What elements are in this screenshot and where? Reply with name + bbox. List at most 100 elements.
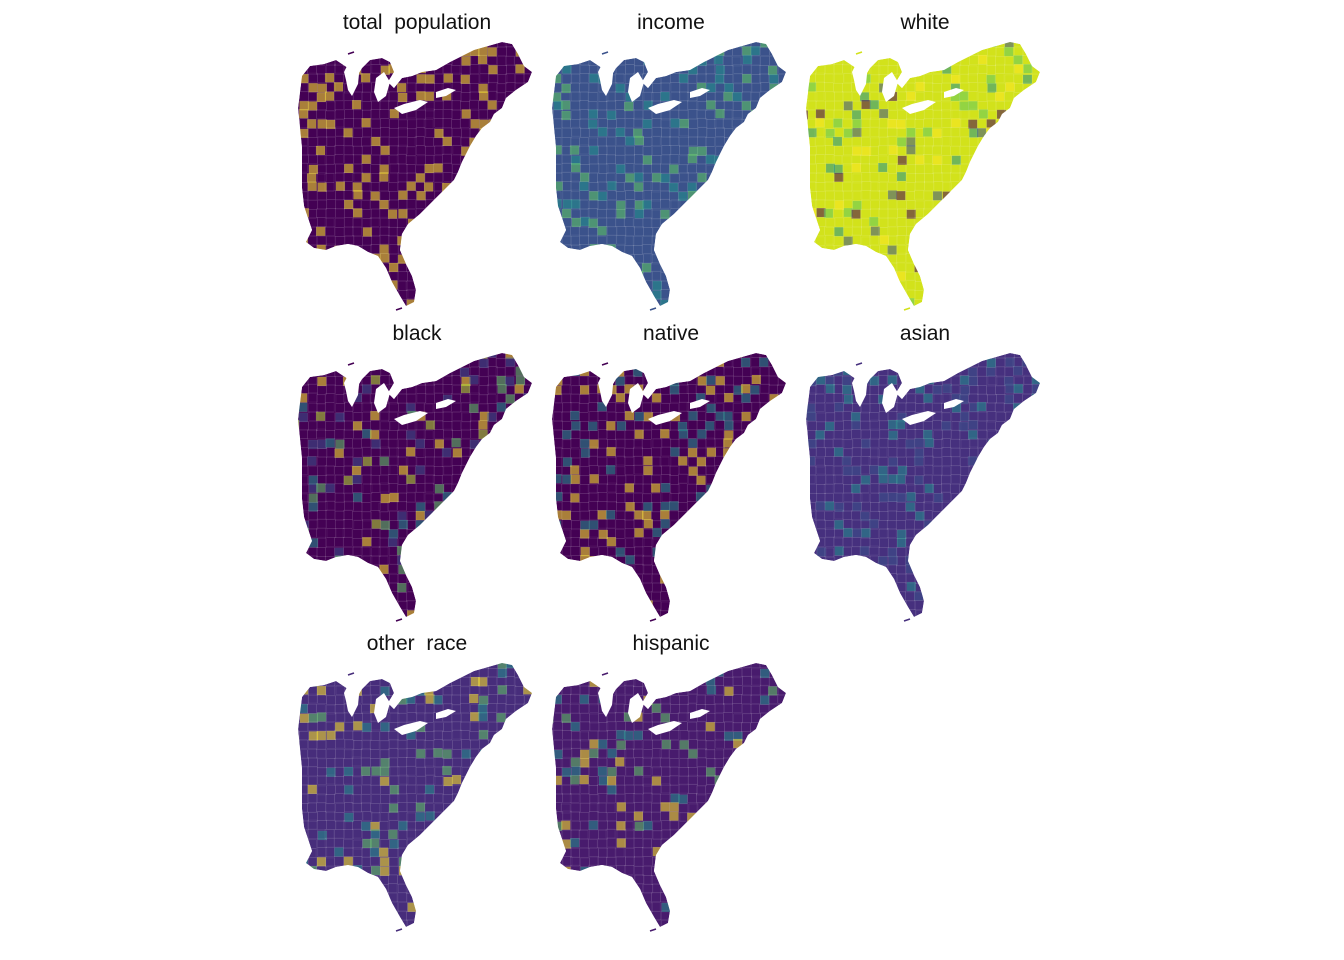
county-tile [806,271,816,282]
county-tile [769,163,779,174]
county-tile [570,493,580,503]
county-tile [299,100,309,111]
county-tile [533,501,542,510]
county-tile [643,181,653,191]
county-tile [687,501,697,511]
county-tile [552,271,553,281]
county-tile [504,493,515,503]
county-tile [352,353,362,358]
county-tile [950,145,960,156]
panel-title: native [642,322,700,345]
county-tile [951,290,961,300]
county-tile [750,100,760,110]
county-tile [487,218,497,229]
county-tile [778,466,786,477]
county-tile [732,556,743,566]
county-tile [1031,217,1040,227]
county-tile [298,465,300,475]
county-tile [714,235,724,245]
county-tile [788,91,797,100]
county-tile [985,190,996,200]
county-tile [670,145,681,155]
county-tile [298,281,299,291]
county-tile [451,492,462,502]
county-tile [523,384,532,394]
county-tile [669,430,680,440]
county-tile [1041,412,1050,421]
county-tile [533,281,542,290]
county-tile [606,253,616,263]
county-tile [451,565,461,575]
county-tile [978,280,988,291]
county-tile [389,402,399,412]
county-tile [505,145,516,156]
county-tile [788,300,797,309]
county-tile [1040,429,1049,438]
county-tile [661,262,671,273]
county-tile [308,383,318,394]
county-tile [996,173,1006,183]
county-tile [787,385,796,394]
county-tile [597,592,608,603]
county-tile [787,403,796,412]
county-tile [905,270,915,281]
county-tile [851,209,861,219]
county-tile [553,491,563,502]
county-tile [1031,411,1040,422]
county-tile [967,65,978,76]
county-tile [478,519,489,530]
county-tile [514,464,524,475]
county-tile [496,563,506,574]
county-tile [995,42,1005,48]
county-tile [887,164,898,174]
county-tile [334,42,344,49]
county-tile [668,46,679,56]
county-tile [769,56,779,66]
county-tile [777,55,786,65]
county-tile [352,245,362,255]
county-tile [552,198,562,209]
county-tile [488,73,498,84]
county-tile [816,190,826,201]
county-tile [505,82,516,92]
county-tile [896,366,907,376]
county-tile [552,353,555,360]
county-tile [824,299,834,306]
county-tile [760,601,770,612]
county-tile [370,510,380,520]
county-tile [587,376,598,386]
county-tile [642,546,652,556]
county-tile [378,546,389,556]
county-tile [451,465,462,475]
county-tile [615,164,626,174]
county-tile [298,109,309,119]
county-tile [651,601,662,611]
county-tile [424,510,434,521]
county-tile [759,492,769,503]
county-tile [298,357,299,367]
county-tile [506,429,516,440]
county-tile [442,519,453,529]
county-tile [597,510,607,520]
county-tile [670,484,681,494]
county-tile [479,358,489,368]
county-tile [579,208,590,218]
county-tile [741,91,752,102]
county-tile [353,91,363,101]
county-tile [552,555,554,565]
county-tile [768,154,778,164]
county-tile [579,137,589,147]
county-tile [588,501,598,511]
county-tile [452,182,462,192]
county-tile [978,226,988,236]
county-tile [552,47,554,57]
county-tile [732,110,743,120]
county-tile [353,128,363,138]
county-tile [732,127,742,138]
county-tile [461,447,471,457]
county-tile [959,42,969,48]
county-tile [379,234,389,245]
county-tile [533,164,542,173]
county-tile [298,272,309,282]
county-tile [643,55,653,66]
